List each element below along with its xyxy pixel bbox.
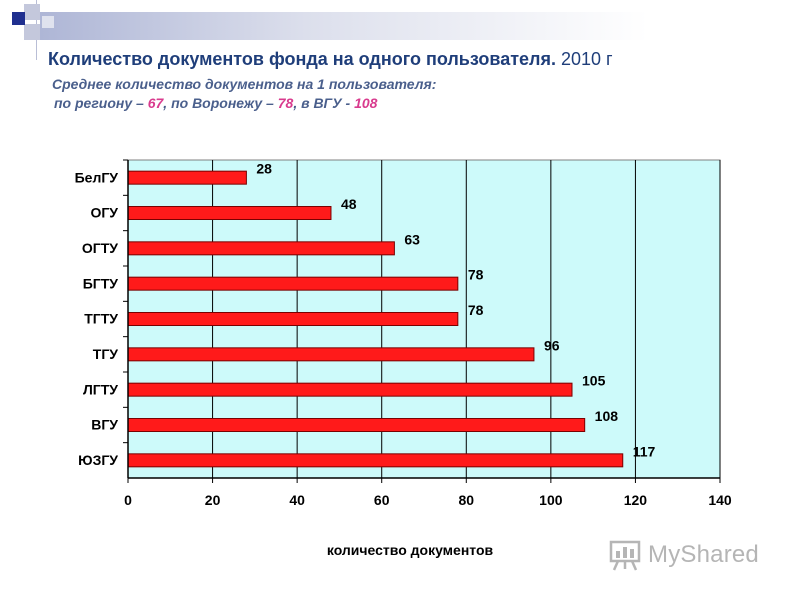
averages-label-region: по региону – (54, 95, 148, 111)
averages-label-vgu: , в ВГУ - (293, 95, 355, 111)
x-tick-label: 20 (205, 492, 221, 508)
bar (127, 312, 459, 326)
bar (127, 170, 247, 185)
bar (127, 276, 459, 291)
x-tick-label: 60 (374, 492, 390, 508)
bar-value-label: 108 (595, 408, 619, 424)
x-tick-label: 120 (624, 492, 648, 508)
bar (127, 382, 573, 397)
category-label: БелГУ (75, 169, 119, 185)
x-tick-label: 100 (539, 492, 563, 508)
x-tick-label: 40 (289, 492, 305, 508)
axes: 0 20 40 60 80 100 120 140 (124, 160, 732, 508)
bar-value-label: 78 (468, 302, 484, 318)
category-label: ОГТУ (82, 240, 118, 256)
bar-value-label: 96 (544, 337, 560, 353)
x-tick-label: 140 (708, 492, 732, 508)
bar-value-label: 105 (582, 373, 606, 389)
average-vgu-value: 108 (354, 95, 378, 111)
logo-text: MyShared (648, 541, 759, 568)
title-year: 2010 г (561, 49, 613, 69)
x-tick-label: 0 (124, 492, 132, 508)
header-square-decoration (12, 12, 25, 25)
category-label: ЮЗГУ (78, 452, 118, 468)
bar (127, 206, 332, 220)
header-square-decoration (24, 24, 40, 40)
watermark-logo: MyShared (608, 538, 759, 572)
averages-label-voronezh: , по Воронежу – (163, 95, 278, 111)
header-square-decoration (24, 4, 40, 20)
category-label: ВГУ (91, 417, 118, 433)
category-label: ОГУ (90, 205, 118, 221)
x-axis-title: количество документов (327, 542, 494, 558)
category-label: ТГУ (93, 346, 118, 362)
slide-subtitle: Среднее количество документов на 1 польз… (52, 76, 437, 92)
header-square-decoration (42, 16, 54, 28)
x-tick-label: 80 (458, 492, 474, 508)
category-label: ЛГТУ (83, 381, 118, 397)
bar-value-label: 28 (256, 161, 272, 177)
header-band-decoration (40, 12, 800, 40)
bar-value-label: 63 (404, 231, 420, 247)
bar-value-label: 78 (468, 267, 484, 283)
presentation-board-icon (609, 540, 641, 571)
slide-title: Количество документов фонда на одного по… (48, 49, 788, 70)
category-label: ТГТУ (84, 311, 118, 327)
category-label: БГТУ (83, 275, 119, 291)
bar (127, 347, 535, 362)
average-region-value: 67 (147, 95, 164, 111)
bar-value-label: 117 (633, 443, 656, 459)
bar (127, 418, 586, 432)
bar (127, 241, 395, 256)
bar (127, 453, 624, 468)
averages-line: по региону – 67, по Воронежу – 78, в ВГУ… (54, 95, 377, 111)
bar-value-label: 48 (341, 196, 357, 212)
title-text: Количество документов фонда на одного по… (48, 49, 556, 69)
average-voronezh-value: 78 (277, 95, 294, 111)
